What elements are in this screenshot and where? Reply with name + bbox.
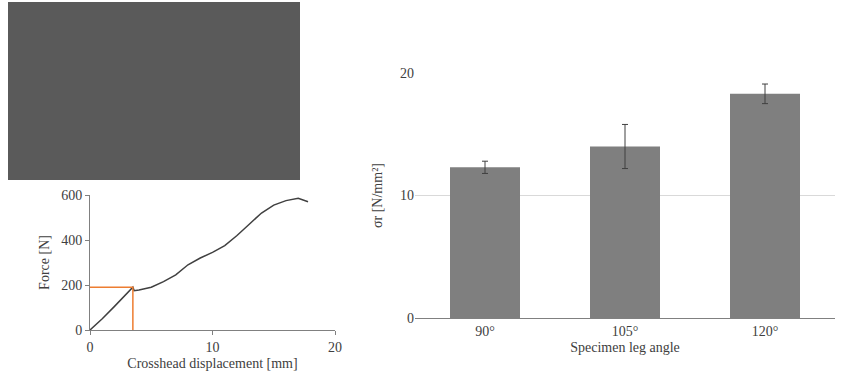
svg-text:Crosshead displacement [mm]: Crosshead displacement [mm] — [127, 356, 297, 371]
svg-text:105°: 105° — [612, 324, 639, 339]
svg-text:Force [N]: Force [N] — [37, 235, 52, 290]
svg-text:90°: 90° — [475, 324, 495, 339]
svg-text:400: 400 — [61, 233, 82, 248]
svg-text:600: 600 — [61, 188, 82, 203]
svg-text:20: 20 — [328, 340, 342, 355]
svg-text:Specimen leg angle: Specimen leg angle — [570, 340, 680, 355]
svg-text:120°: 120° — [752, 324, 779, 339]
svg-text:10: 10 — [206, 340, 220, 355]
svg-text:0: 0 — [407, 311, 414, 326]
svg-text:20: 20 — [400, 66, 414, 81]
svg-text:σr [N/mm²]: σr [N/mm²] — [370, 163, 385, 228]
svg-text:0: 0 — [75, 323, 82, 338]
svg-text:10: 10 — [400, 188, 414, 203]
svg-text:200: 200 — [61, 278, 82, 293]
svg-text:0: 0 — [87, 340, 94, 355]
